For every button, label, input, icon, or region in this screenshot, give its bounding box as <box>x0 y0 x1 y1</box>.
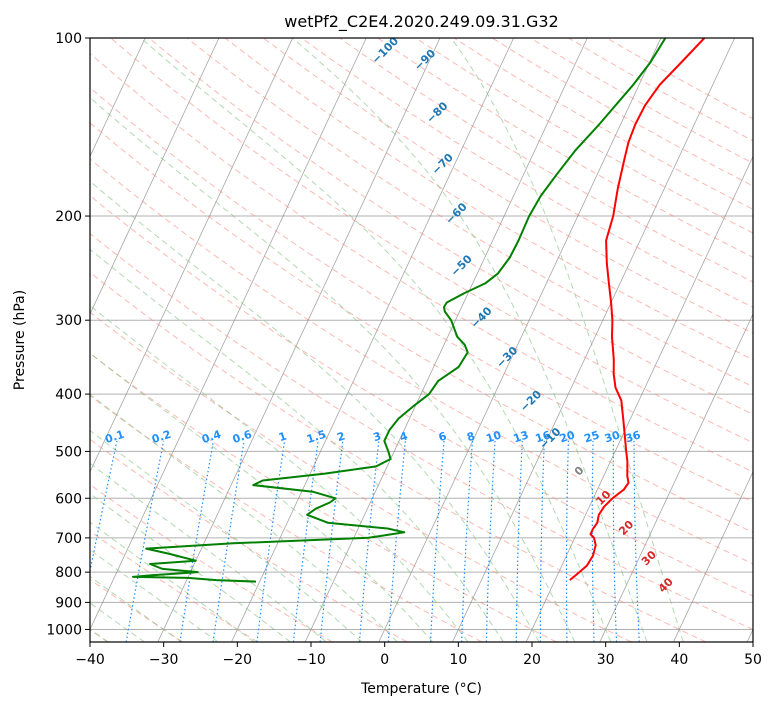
y-tick-label: 200 <box>55 209 82 225</box>
chart-title: wetPf2_C2E4.2020.249.09.31.G32 <box>284 12 558 32</box>
y-tick-label: 900 <box>55 595 82 611</box>
y-tick-label: 500 <box>55 444 82 460</box>
x-axis-label: Temperature (°C) <box>360 681 482 697</box>
x-tick-label: 0 <box>380 652 389 668</box>
y-tick-label: 600 <box>55 491 82 507</box>
x-tick-label: 10 <box>449 652 467 668</box>
x-tick-label: 40 <box>670 652 688 668</box>
x-tick-label: −40 <box>75 652 105 668</box>
y-tick-label: 1000 <box>46 622 82 638</box>
x-tick-label: 20 <box>523 652 541 668</box>
y-tick-label: 400 <box>55 387 82 403</box>
x-tick-label: 30 <box>597 652 615 668</box>
x-tick-label: −10 <box>296 652 326 668</box>
y-tick-label: 700 <box>55 531 82 547</box>
y-tick-label: 800 <box>55 565 82 581</box>
x-tick-label: 50 <box>744 652 762 668</box>
y-tick-label: 300 <box>55 313 82 329</box>
x-tick-label: −20 <box>223 652 253 668</box>
x-tick-label: −30 <box>149 652 179 668</box>
y-tick-label: 100 <box>55 31 82 47</box>
y-axis-label: Pressure (hPa) <box>12 290 28 390</box>
